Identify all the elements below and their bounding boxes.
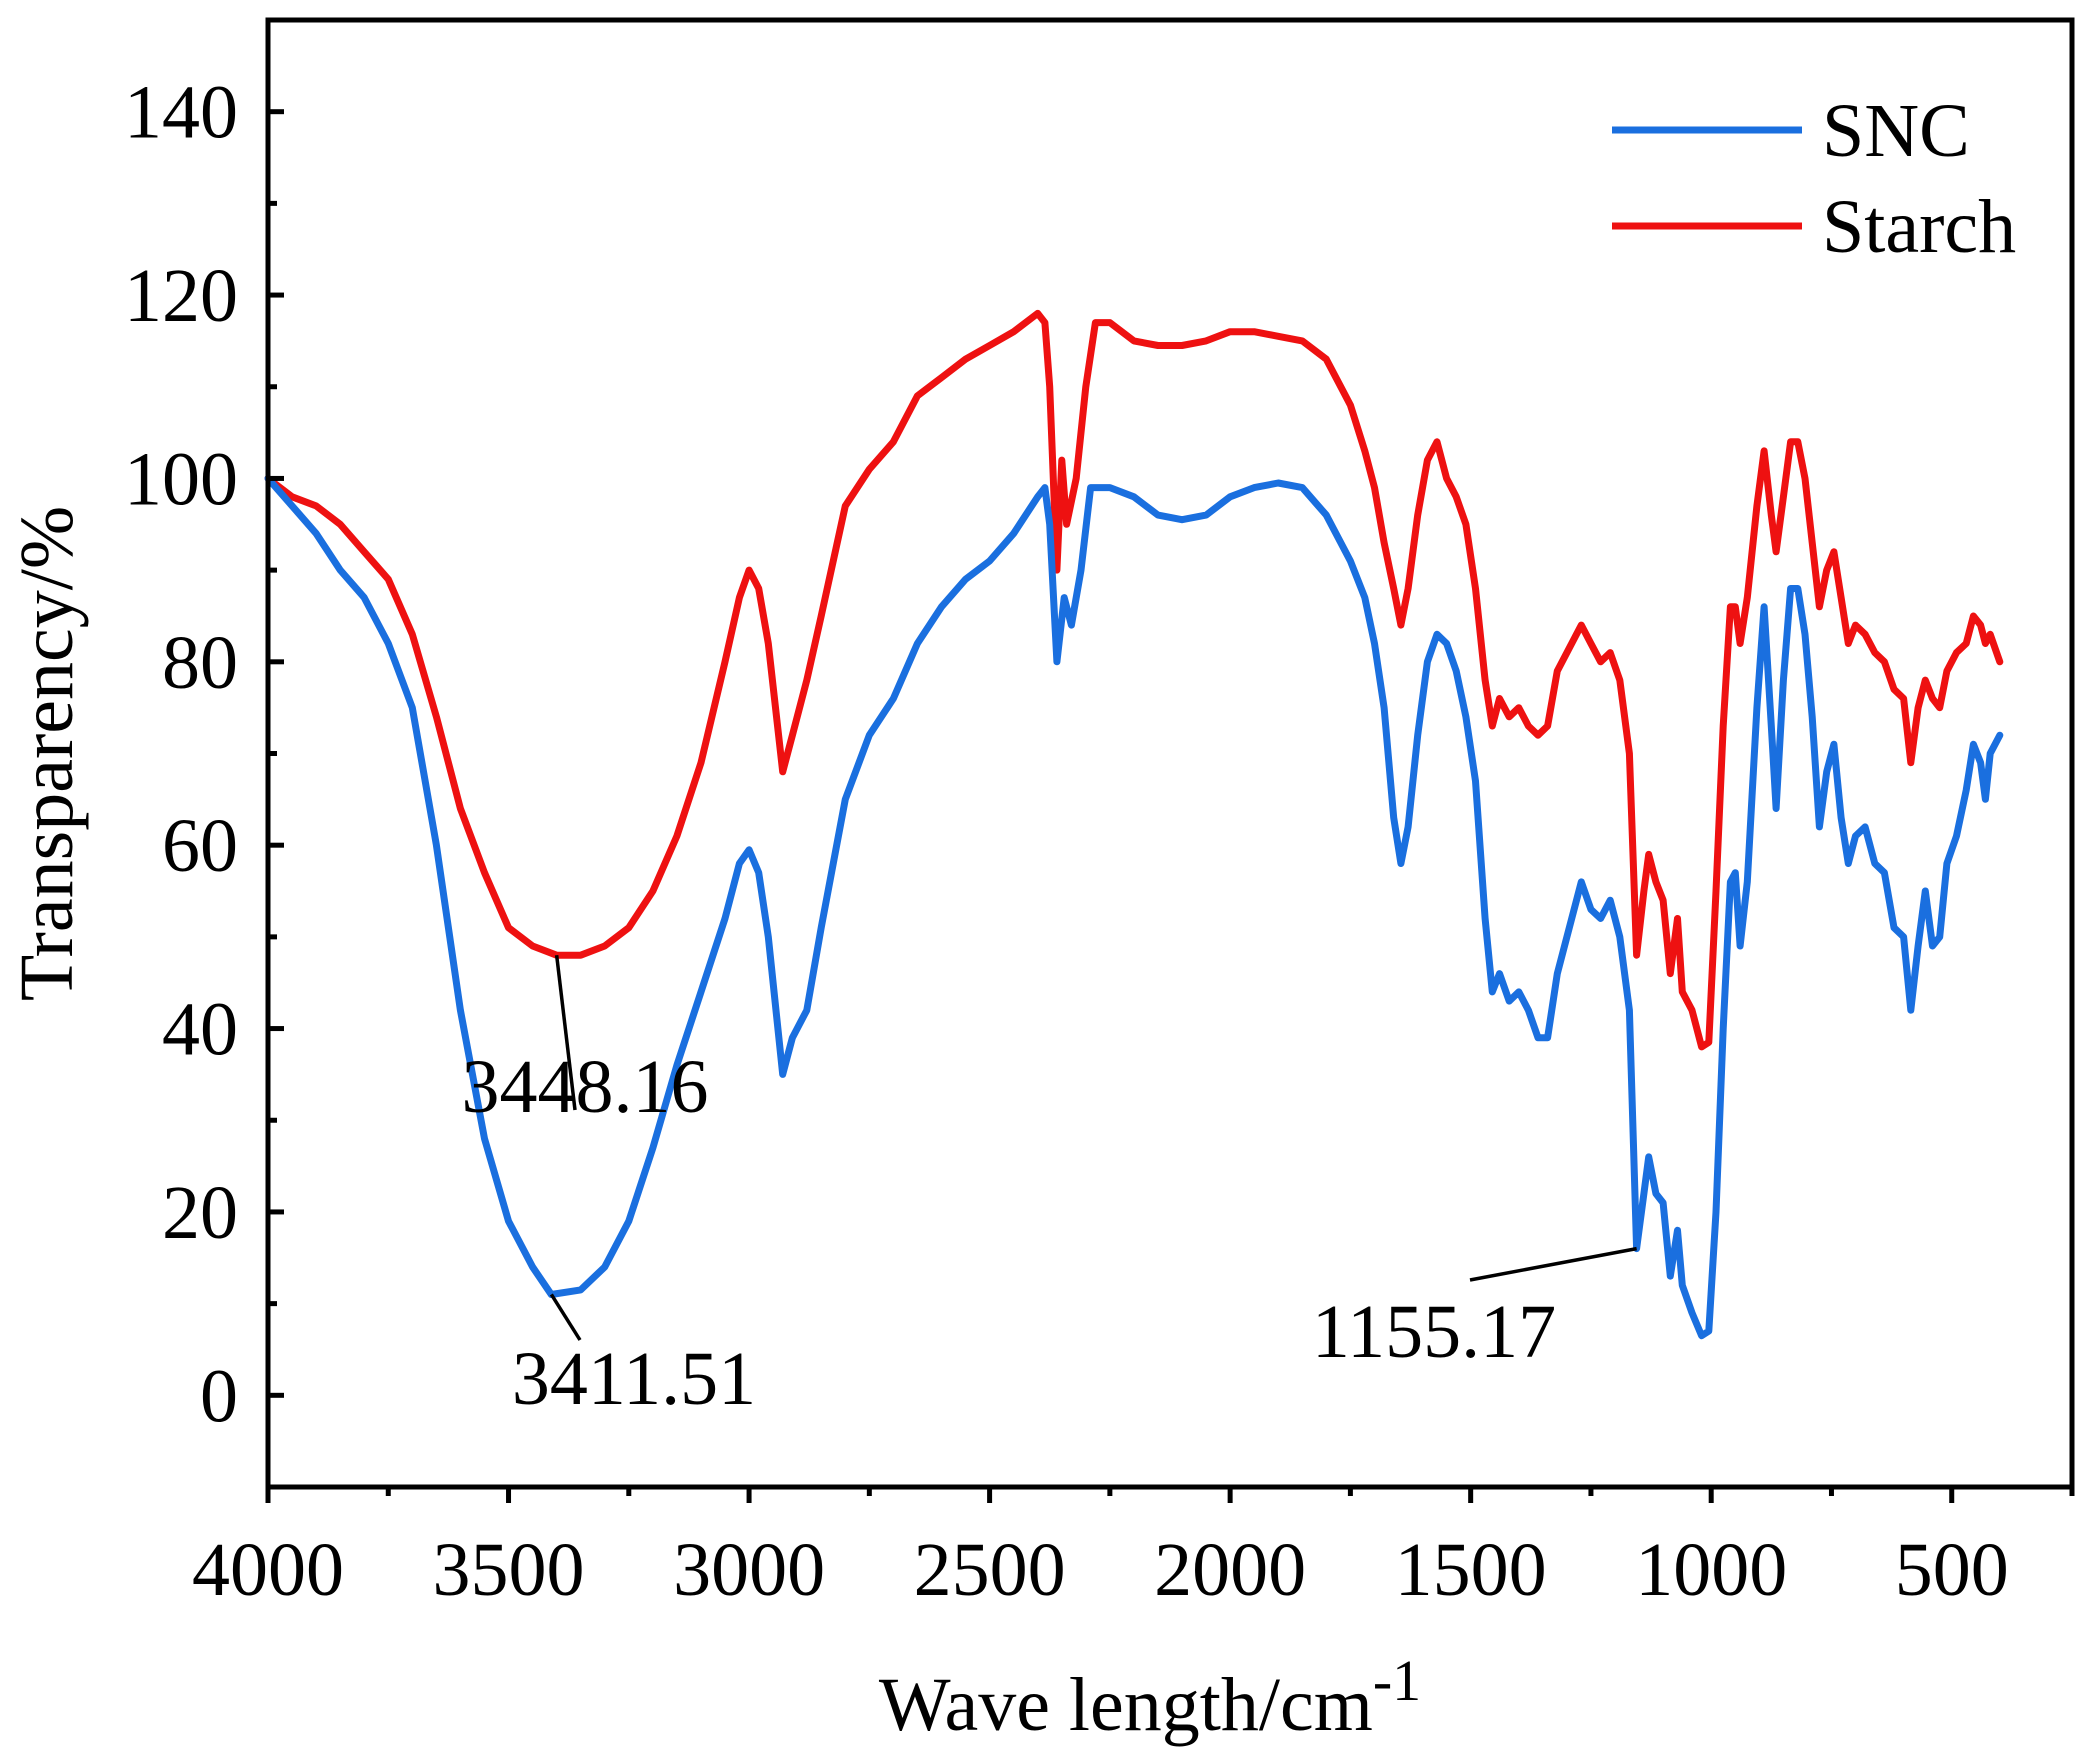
- y-tick-label: 80: [162, 621, 238, 705]
- x-tick-label: 1000: [1635, 1528, 1787, 1612]
- x-axis-label: Wave length/cm-1: [879, 1648, 1421, 1747]
- plot-frame: [265, 17, 2075, 1490]
- annotation-layer: 3448.16 3411.51 1155.17: [462, 955, 1637, 1421]
- legend-label-starch: Starch: [1822, 185, 2016, 269]
- series-layer: [264, 309, 2004, 1340]
- x-tick-label: 1500: [1395, 1528, 1547, 1612]
- x-tick-label: 3500: [433, 1528, 585, 1612]
- y-tick-label: 140: [124, 71, 238, 155]
- x-tick-label: 2500: [914, 1528, 1066, 1612]
- y-axis-label: Transparency/%: [5, 506, 89, 1001]
- y-tick-label: 120: [124, 254, 238, 338]
- plot-area: 3448.16 3411.51 1155.17: [264, 17, 2075, 1503]
- legend-label-snc: SNC: [1822, 89, 1970, 173]
- x-axis-label-superscript: -1: [1373, 1648, 1421, 1713]
- x-tick-label: 2000: [1154, 1528, 1306, 1612]
- y-tick-label: 60: [162, 804, 238, 888]
- series-line-starch: [264, 309, 2004, 1051]
- x-axis-label-text: Wave length/cm: [879, 1663, 1373, 1747]
- ticks-layer: [265, 17, 2075, 1503]
- legend: SNC Starch: [1612, 89, 2016, 269]
- annotation-leader: [549, 1293, 582, 1341]
- y-tick-label: 100: [124, 437, 238, 521]
- x-tick-label: 4000: [192, 1528, 344, 1612]
- annotation-label: 1155.17: [1312, 1290, 1556, 1374]
- x-tick-label: 3000: [673, 1528, 825, 1612]
- y-tick-label: 20: [162, 1171, 238, 1255]
- annotation-label: 3411.51: [512, 1337, 756, 1421]
- y-tick-label: 40: [162, 988, 238, 1072]
- annotation-leader: [554, 955, 577, 1111]
- annotation-leader: [1469, 1246, 1637, 1282]
- annotation-label: 3448.16: [462, 1045, 709, 1129]
- y-tick-label: 0: [200, 1354, 238, 1438]
- x-tick-label: 500: [1895, 1528, 2009, 1612]
- series-line-snc: [264, 474, 2004, 1340]
